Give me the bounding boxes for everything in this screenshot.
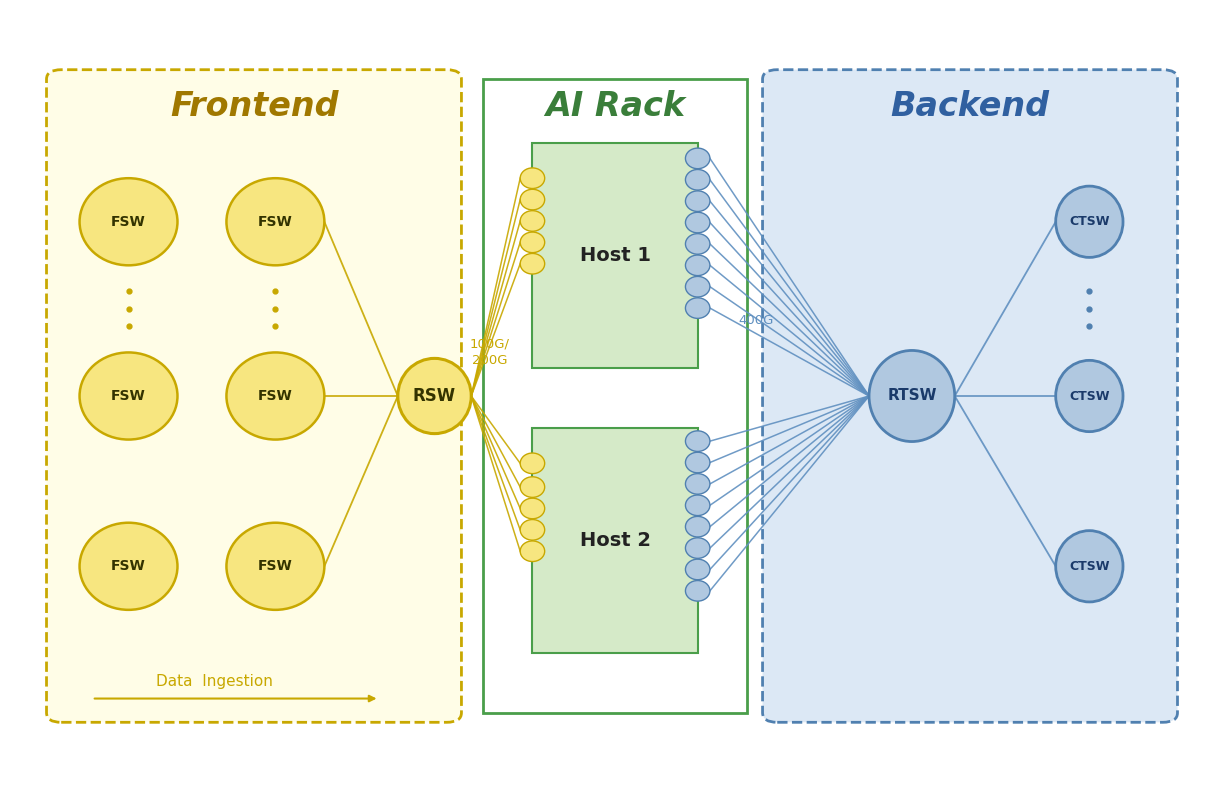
Ellipse shape [685,148,710,169]
Text: Host 1: Host 1 [580,246,651,265]
Ellipse shape [226,352,324,440]
Ellipse shape [520,541,545,562]
Text: RSW: RSW [412,387,457,405]
Ellipse shape [80,178,177,265]
FancyBboxPatch shape [483,79,747,713]
Text: 100G/
200G: 100G/ 200G [470,337,509,367]
Text: FSW: FSW [258,215,293,229]
Ellipse shape [520,189,545,210]
Ellipse shape [1055,186,1124,257]
Ellipse shape [869,350,955,442]
Text: Host 2: Host 2 [580,531,651,550]
FancyBboxPatch shape [47,70,461,722]
Text: AI Rack: AI Rack [546,90,685,124]
FancyBboxPatch shape [532,143,698,368]
Ellipse shape [520,253,545,274]
Text: Data  Ingestion: Data Ingestion [155,674,273,688]
Ellipse shape [685,191,710,211]
Ellipse shape [685,559,710,580]
Ellipse shape [520,453,545,474]
Text: FSW: FSW [111,389,146,403]
Text: CTSW: CTSW [1069,390,1110,402]
Ellipse shape [685,255,710,276]
Ellipse shape [398,358,471,434]
Text: FSW: FSW [258,559,293,573]
Ellipse shape [226,178,324,265]
Ellipse shape [685,474,710,494]
Ellipse shape [520,211,545,231]
Text: RTSW: RTSW [887,389,936,403]
Ellipse shape [685,169,710,190]
Ellipse shape [1055,531,1124,602]
Ellipse shape [685,452,710,473]
Ellipse shape [520,232,545,253]
Text: 400G: 400G [739,314,774,327]
Ellipse shape [520,520,545,540]
Ellipse shape [685,581,710,601]
Ellipse shape [520,498,545,519]
Ellipse shape [685,431,710,451]
FancyBboxPatch shape [532,428,698,653]
Ellipse shape [1055,360,1124,432]
Ellipse shape [685,298,710,318]
FancyBboxPatch shape [763,70,1177,722]
Ellipse shape [226,523,324,610]
Ellipse shape [80,352,177,440]
Ellipse shape [685,538,710,558]
Text: FSW: FSW [111,215,146,229]
Ellipse shape [685,212,710,233]
Ellipse shape [520,168,545,188]
Ellipse shape [685,276,710,297]
Ellipse shape [685,516,710,537]
Ellipse shape [80,523,177,610]
Text: Frontend: Frontend [170,90,339,124]
Ellipse shape [685,234,710,254]
Ellipse shape [520,477,545,497]
Text: FSW: FSW [258,389,293,403]
Text: CTSW: CTSW [1069,215,1110,228]
Ellipse shape [685,495,710,516]
Text: Backend: Backend [890,90,1049,124]
Text: CTSW: CTSW [1069,560,1110,573]
Text: FSW: FSW [111,559,146,573]
